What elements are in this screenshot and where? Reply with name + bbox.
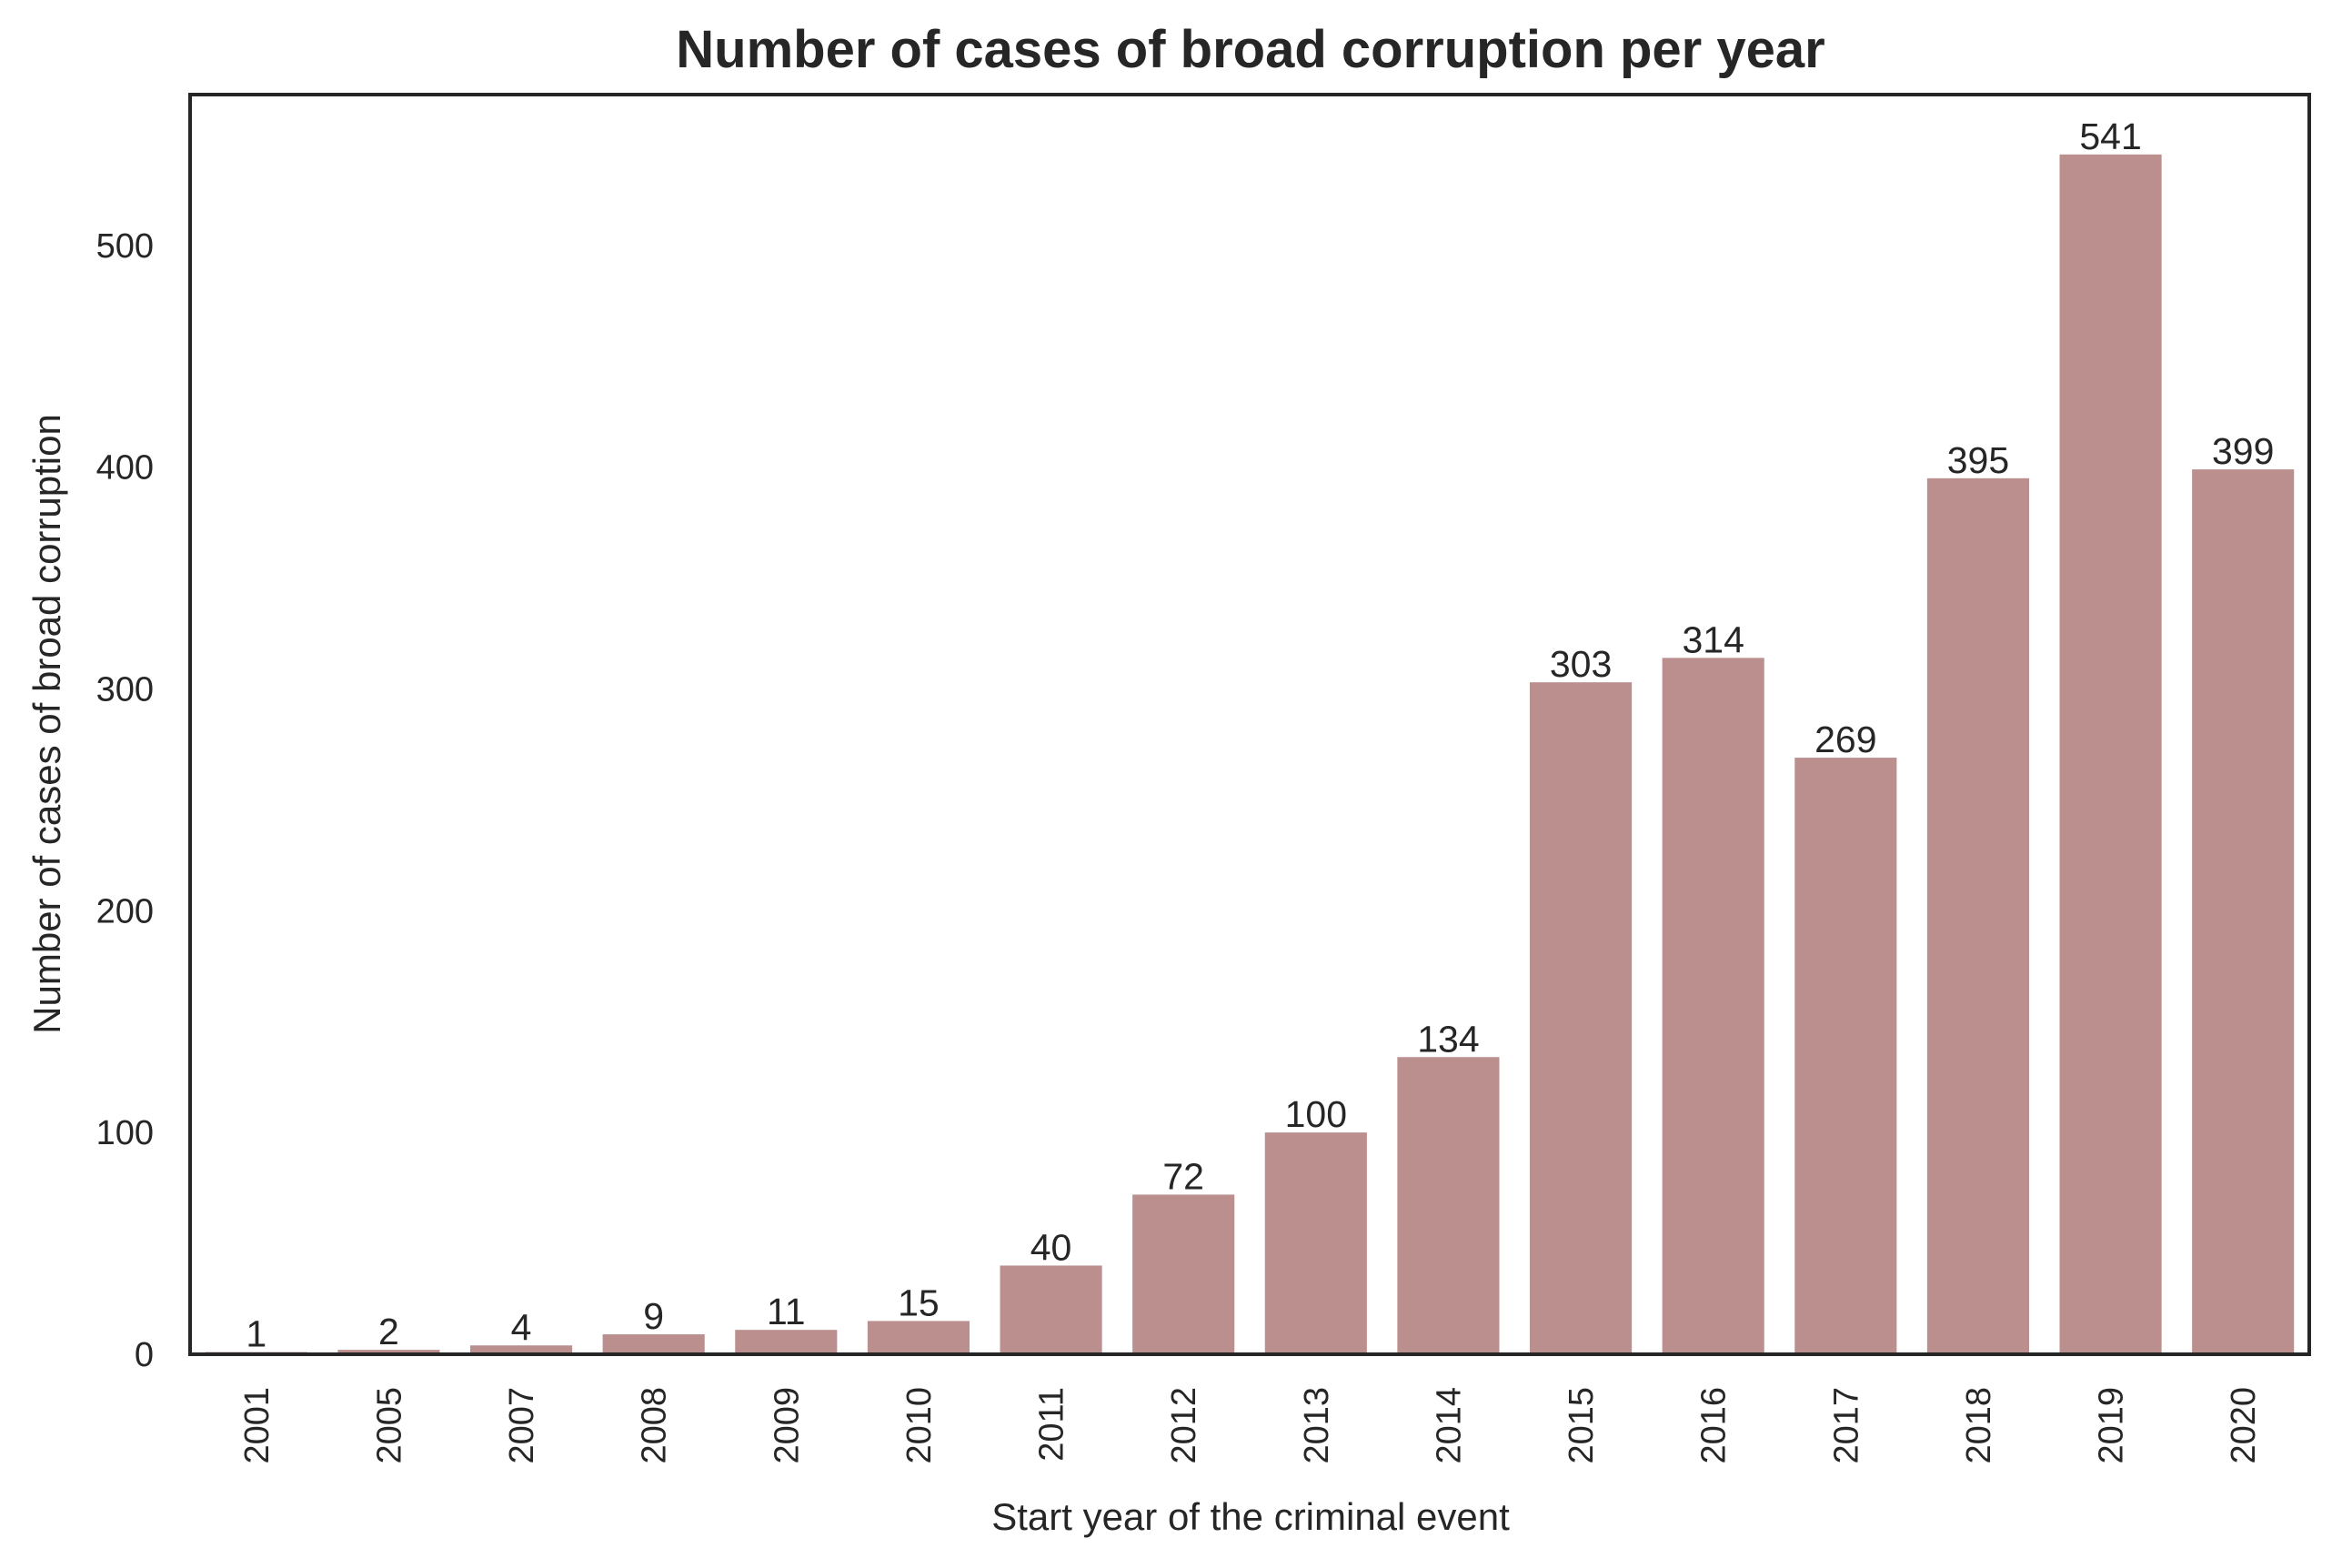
- bar-2017: [1794, 758, 1897, 1354]
- data-label-2008: 9: [643, 1295, 664, 1337]
- x-tick-label-2014: 2014: [1430, 1387, 1468, 1464]
- data-label-2015: 303: [1550, 643, 1612, 685]
- bar-2009: [735, 1330, 838, 1354]
- data-label-2014: 134: [1417, 1018, 1479, 1060]
- x-tick-label-2010: 2010: [900, 1387, 939, 1464]
- x-tick-label-2008: 2008: [636, 1387, 674, 1464]
- bar-2018: [1926, 477, 2029, 1354]
- data-label-2019: 541: [2079, 116, 2141, 157]
- data-label-2020: 399: [2212, 430, 2274, 472]
- x-tick-label-2015: 2015: [1563, 1387, 1601, 1464]
- data-label-2018: 395: [1947, 439, 2009, 481]
- x-tick-label-2019: 2019: [2093, 1387, 2131, 1464]
- bar-2010: [867, 1321, 970, 1354]
- bar-2013: [1264, 1132, 1367, 1354]
- bar-2016: [1662, 658, 1764, 1354]
- y-tick-label-0: 0: [135, 1336, 154, 1374]
- data-labels-group: 1 2 4 9 11 15 40 72 100 134 303 314 269 395 541 399: [246, 116, 2274, 1355]
- bars-group: [205, 154, 2295, 1355]
- bar-2019: [2059, 154, 2162, 1355]
- x-tick-label-2012: 2012: [1165, 1387, 1203, 1464]
- data-label-2009: 11: [767, 1291, 806, 1332]
- data-label-2010: 15: [898, 1282, 940, 1323]
- data-label-2013: 100: [1285, 1093, 1347, 1135]
- bar-2005: [337, 1350, 440, 1354]
- y-tick-label-200: 200: [96, 892, 154, 930]
- x-tick-label-2013: 2013: [1298, 1387, 1336, 1464]
- bar-2012: [1132, 1194, 1235, 1354]
- x-tick-label-2007: 2007: [503, 1387, 541, 1464]
- bar-2011: [1000, 1265, 1102, 1354]
- chart-title: Number of cases of broad corruption per …: [676, 20, 1824, 79]
- y-tick-label-500: 500: [96, 227, 154, 266]
- y-axis-ticks: 0 100 200 300 400 500: [96, 227, 154, 1374]
- y-tick-label-300: 300: [96, 670, 154, 709]
- data-label-2017: 269: [1814, 719, 1876, 760]
- x-tick-label-2018: 2018: [1960, 1387, 1998, 1464]
- bar-2008: [602, 1334, 705, 1354]
- data-label-2001: 1: [246, 1313, 266, 1355]
- data-label-2016: 314: [1682, 618, 1744, 660]
- x-tick-label-2005: 2005: [370, 1387, 408, 1464]
- plot-frame: [188, 93, 2311, 1356]
- x-tick-label-2009: 2009: [768, 1387, 806, 1464]
- bar-2007: [470, 1345, 573, 1354]
- bar-2014: [1397, 1057, 1500, 1354]
- x-tick-label-2020: 2020: [2225, 1387, 2263, 1464]
- data-label-2007: 4: [511, 1306, 532, 1348]
- x-tick-label-2001: 2001: [238, 1387, 276, 1464]
- data-label-2012: 72: [1162, 1155, 1204, 1197]
- y-axis-label: Number of cases of broad corruption: [25, 414, 68, 1034]
- y-tick-label-400: 400: [96, 449, 154, 487]
- y-tick-label-100: 100: [96, 1114, 154, 1152]
- x-tick-label-2017: 2017: [1827, 1387, 1865, 1464]
- x-tick-label-2011: 2011: [1033, 1387, 1071, 1462]
- data-label-2011: 40: [1030, 1226, 1072, 1268]
- bar-2015: [1530, 682, 1633, 1354]
- data-label-2005: 2: [378, 1311, 399, 1352]
- x-axis-label: Start year of the criminal event: [991, 1495, 1510, 1538]
- bar-2020: [2192, 469, 2295, 1354]
- x-axis-ticks: 2001 2005 2007 2008 2009 2010 2011 2012 2013 2014…: [238, 1387, 2263, 1464]
- x-tick-label-2016: 2016: [1695, 1387, 1734, 1464]
